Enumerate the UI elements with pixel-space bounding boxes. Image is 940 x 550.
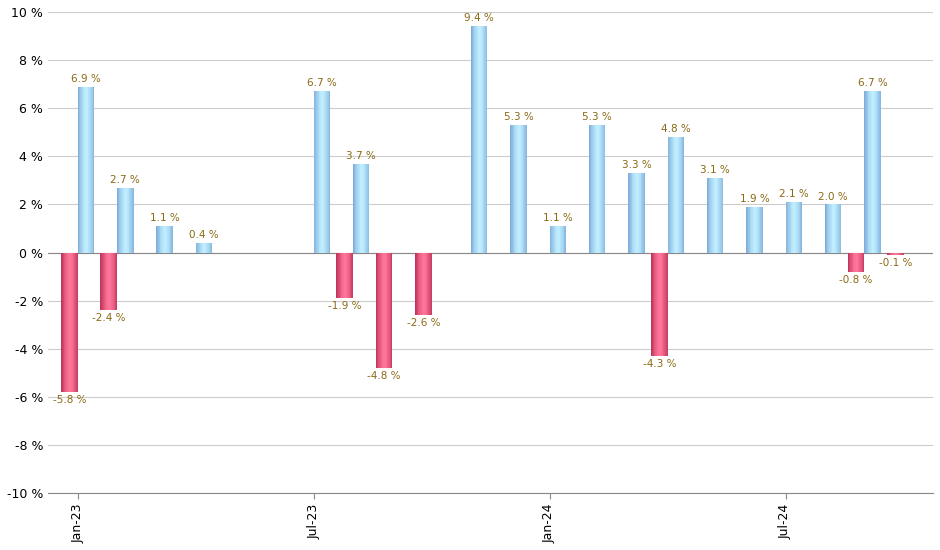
Text: -0.8 %: -0.8 % bbox=[839, 274, 872, 285]
Text: 0.4 %: 0.4 % bbox=[189, 230, 219, 240]
Text: 1.1 %: 1.1 % bbox=[543, 213, 572, 223]
Text: -2.6 %: -2.6 % bbox=[407, 318, 440, 328]
Text: 6.7 %: 6.7 % bbox=[857, 79, 887, 89]
Text: -4.3 %: -4.3 % bbox=[643, 359, 676, 369]
Text: 2.0 %: 2.0 % bbox=[819, 191, 848, 201]
Text: 3.7 %: 3.7 % bbox=[346, 151, 376, 161]
Text: 5.3 %: 5.3 % bbox=[582, 112, 612, 122]
Text: -0.1 %: -0.1 % bbox=[879, 258, 912, 268]
Text: 3.3 %: 3.3 % bbox=[621, 160, 651, 170]
Text: -4.8 %: -4.8 % bbox=[368, 371, 400, 381]
Text: -5.8 %: -5.8 % bbox=[53, 395, 86, 405]
Text: 6.7 %: 6.7 % bbox=[307, 79, 337, 89]
Text: 2.7 %: 2.7 % bbox=[110, 175, 140, 185]
Text: -1.9 %: -1.9 % bbox=[328, 301, 362, 311]
Text: -2.4 %: -2.4 % bbox=[92, 313, 126, 323]
Text: 4.8 %: 4.8 % bbox=[661, 124, 691, 134]
Text: 1.1 %: 1.1 % bbox=[149, 213, 180, 223]
Text: 9.4 %: 9.4 % bbox=[464, 14, 494, 24]
Text: 2.1 %: 2.1 % bbox=[779, 189, 808, 199]
Text: 6.9 %: 6.9 % bbox=[71, 74, 101, 84]
Text: 5.3 %: 5.3 % bbox=[504, 112, 533, 122]
Text: 3.1 %: 3.1 % bbox=[700, 165, 730, 175]
Text: 1.9 %: 1.9 % bbox=[740, 194, 769, 204]
